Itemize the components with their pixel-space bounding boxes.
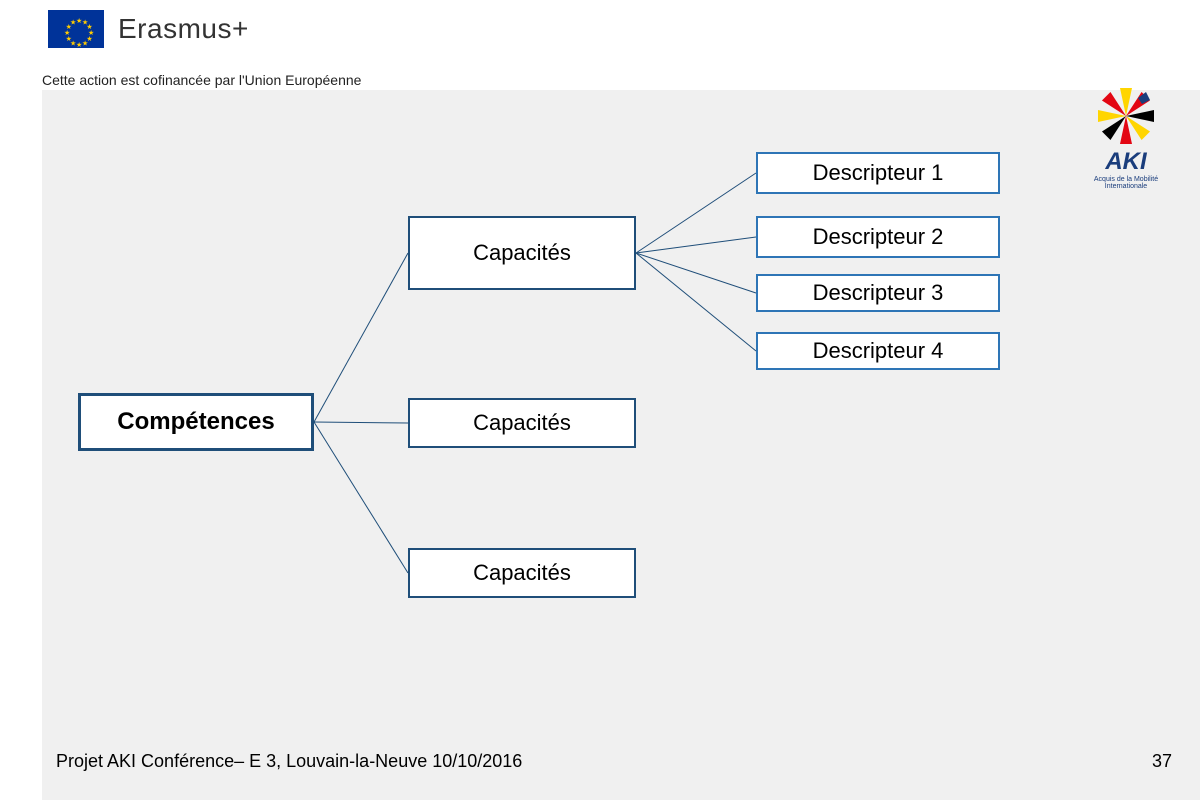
diagram-node-d1: Descripteur 1: [756, 152, 1000, 194]
aki-logo-tagline: Acquis de la Mobilité Internationale: [1076, 176, 1176, 190]
eu-flag-icon: ★ ★ ★ ★ ★ ★ ★ ★ ★ ★ ★ ★: [48, 10, 104, 48]
diagram-node-cap1: Capacités: [408, 216, 636, 290]
aki-logo: AKI Acquis de la Mobilité Internationale: [1076, 86, 1176, 190]
diagram-node-d4: Descripteur 4: [756, 332, 1000, 370]
cofinance-text: Cette action est cofinancée par l'Union …: [42, 72, 361, 88]
program-name: Erasmus+: [118, 13, 249, 45]
diagram-node-root: Compétences: [78, 393, 314, 451]
diagram-node-cap3: Capacités: [408, 548, 636, 598]
diagram-node-d3: Descripteur 3: [756, 274, 1000, 312]
eu-stars: ★ ★ ★ ★ ★ ★ ★ ★ ★ ★ ★ ★: [62, 15, 90, 43]
header: ★ ★ ★ ★ ★ ★ ★ ★ ★ ★ ★ ★ Erasmus+: [48, 10, 249, 48]
diagram-node-cap2: Capacités: [408, 398, 636, 448]
page-number: 37: [1152, 751, 1172, 772]
diagram-node-d2: Descripteur 2: [756, 216, 1000, 258]
aki-logo-text: AKI: [1076, 148, 1176, 176]
footer-text: Projet AKI Conférence– E 3, Louvain-la-N…: [56, 751, 522, 772]
aki-burst-icon: [1096, 86, 1156, 146]
